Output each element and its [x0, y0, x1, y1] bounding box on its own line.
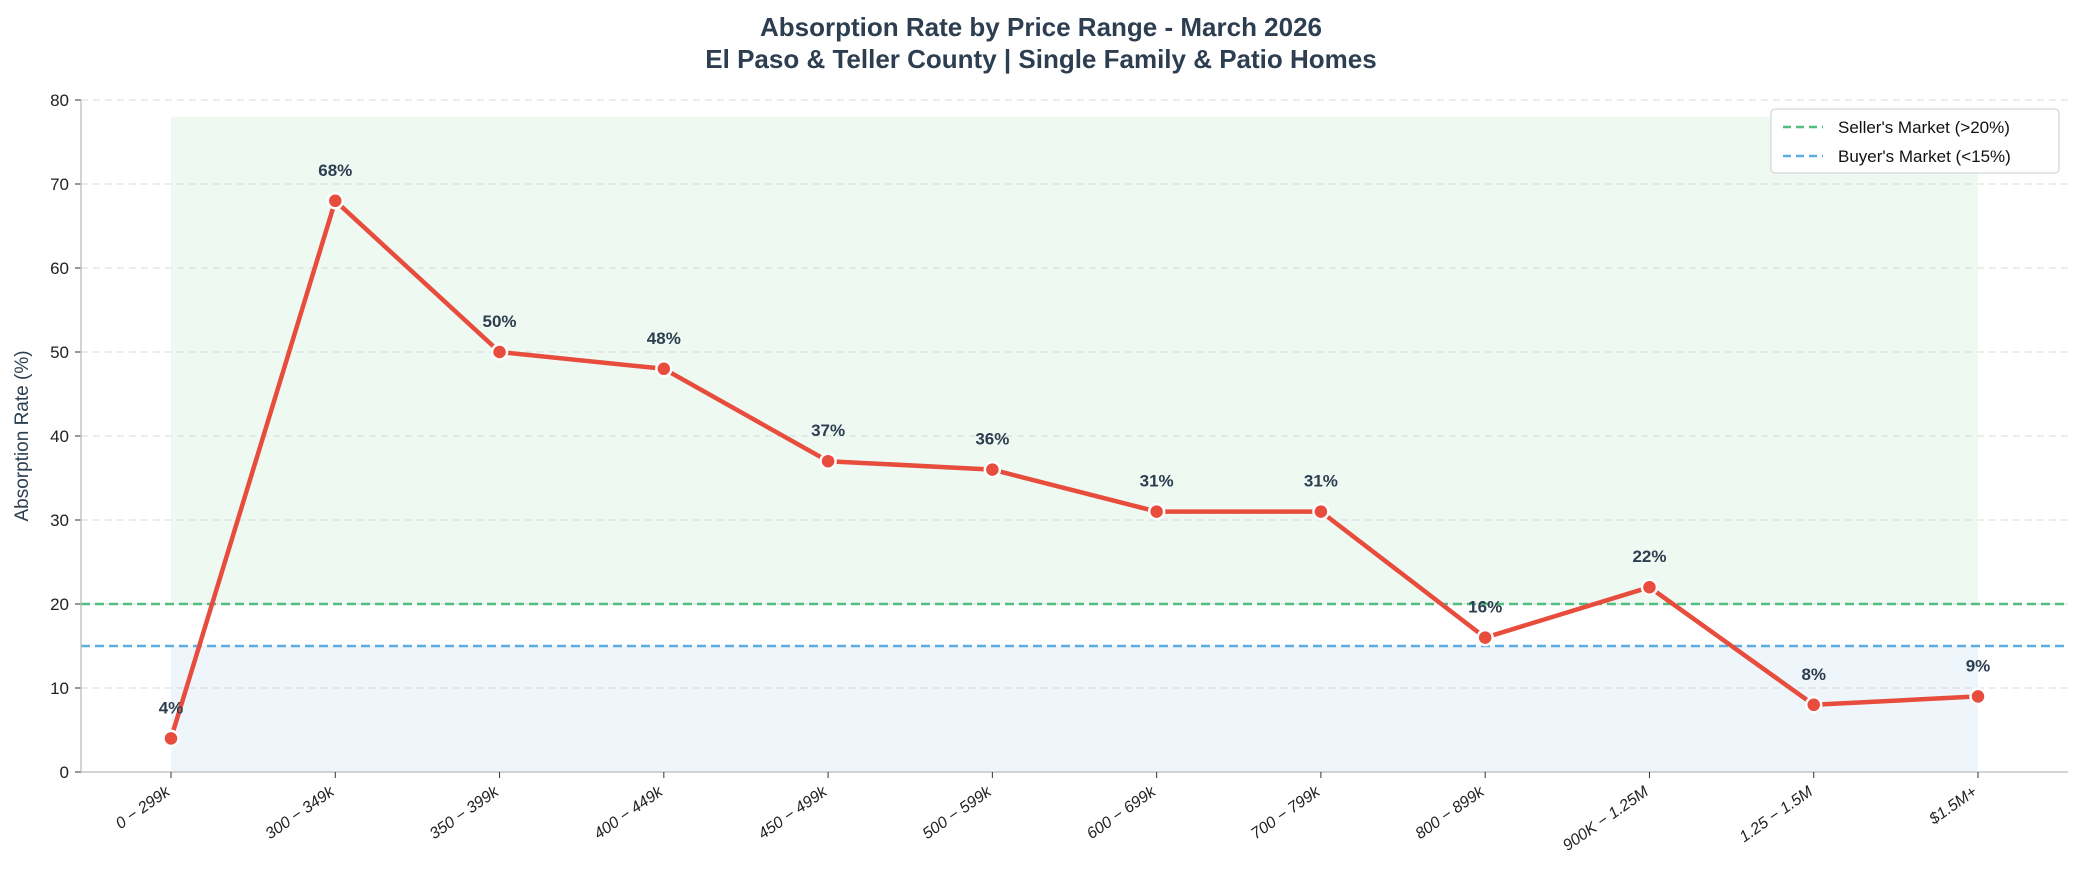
y-tick-label: 40: [50, 427, 69, 446]
data-label: 16%: [1468, 598, 1502, 617]
x-tick-label: 800 − 899k: [1413, 783, 1489, 843]
y-tick-label: 80: [50, 91, 69, 110]
data-point: [1640, 578, 1659, 596]
x-tick-label: 300 − 349k: [263, 783, 339, 843]
data-point: [983, 460, 1002, 479]
chart-subtitle: El Paso & Teller County | Single Family …: [705, 44, 1376, 74]
data-point: [1476, 628, 1494, 647]
x-tick-label: 600 − 699k: [1084, 783, 1160, 843]
shaded-region: [171, 116, 1978, 605]
x-tick-label: 0 − 299k: [113, 783, 174, 833]
data-label: 50%: [483, 312, 517, 331]
data-label: 31%: [1304, 472, 1338, 491]
data-point: [490, 343, 509, 361]
legend-label-sellers: Seller's Market (>20%): [1838, 118, 2010, 137]
x-tick-label: $1.5M+: [1926, 783, 1981, 828]
x-tick-label: 900K − 1.25M: [1560, 783, 1652, 855]
y-tick-label: 30: [50, 511, 69, 530]
data-point: [1969, 687, 1987, 706]
x-tick-label: 1.25 − 1.5M: [1737, 783, 1817, 846]
y-tick-label: 50: [50, 343, 69, 362]
x-tick-label: 500 − 599k: [920, 783, 996, 843]
data-label: 22%: [1632, 547, 1666, 566]
chart-title: Absorption Rate by Price Range - March 2…: [760, 12, 1322, 42]
x-tick-label: 450 − 499k: [755, 783, 831, 843]
data-point: [819, 452, 837, 470]
data-point: [326, 192, 345, 210]
legend: Seller's Market (>20%) Buyer's Market (<…: [1770, 108, 2060, 174]
shaded-region: [171, 646, 1978, 772]
y-axis-label: Absorption Rate (%): [12, 350, 33, 521]
data-label: 37%: [811, 421, 845, 440]
data-label: 68%: [318, 161, 352, 180]
series-line: [168, 198, 1979, 740]
data-label: 4%: [159, 698, 184, 717]
x-tick-label: 400 − 449k: [591, 783, 667, 843]
data-point: [1804, 696, 1823, 714]
data-point: [1147, 502, 1166, 521]
y-tick-label: 70: [50, 175, 69, 194]
x-tick-label: 700 − 799k: [1248, 783, 1324, 843]
y-tick-label: 20: [50, 595, 69, 614]
data-label: 31%: [1140, 472, 1174, 491]
data-label: 48%: [647, 329, 681, 348]
data-label: 36%: [975, 430, 1009, 449]
y-tick-label: 10: [50, 679, 69, 698]
y-tick-label: 0: [60, 763, 69, 782]
y-tick-label: 60: [50, 259, 69, 278]
data-point: [655, 360, 673, 378]
data-label: 8%: [1801, 665, 1826, 684]
data-point: [1312, 502, 1330, 521]
data-label: 9%: [1966, 656, 1991, 675]
x-tick-label: 350 − 399k: [427, 783, 503, 843]
data-point: [162, 729, 180, 748]
legend-label-buyers: Buyer's Market (<15%): [1838, 147, 2011, 166]
